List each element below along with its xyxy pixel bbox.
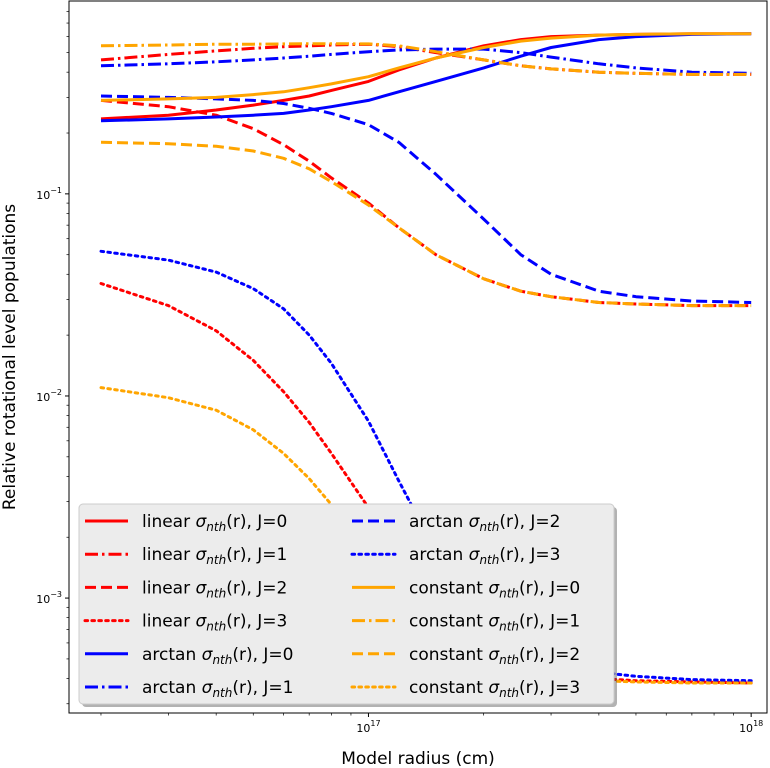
legend-entry-label: linear σnth(r), J=2 bbox=[142, 578, 287, 600]
plot-frame bbox=[68, 0, 768, 714]
legend-entry-label: linear σnth(r), J=3 bbox=[142, 612, 287, 634]
y-axis-label: Relative rotational level populations bbox=[0, 204, 20, 510]
series-line-constant-J2 bbox=[100, 140, 752, 308]
legend-entry-label: arctan σnth(r), J=2 bbox=[409, 512, 561, 534]
legend-box bbox=[78, 503, 615, 705]
x-tick-label: 1018 bbox=[739, 719, 763, 735]
legend-entry-label: arctan σnth(r), J=0 bbox=[142, 645, 294, 667]
legend-entry-label: constant σnth(r), J=2 bbox=[409, 645, 580, 667]
legend-entry-label: constant σnth(r), J=1 bbox=[409, 612, 580, 634]
ticks-layer: 1017 1018 10−1 10−2 10−3 bbox=[36, 10, 763, 735]
legend-entry-label: constant σnth(r), J=3 bbox=[409, 678, 580, 700]
y-tick-label: 10−2 bbox=[36, 388, 62, 404]
legend-entry-label: arctan σnth(r), J=3 bbox=[409, 545, 561, 567]
x-tick-label: 1017 bbox=[356, 719, 380, 735]
legend-entry-label: constant σnth(r), J=0 bbox=[409, 578, 580, 600]
series-line-arctan-J2 bbox=[100, 94, 752, 304]
y-tick-label: 10−1 bbox=[36, 186, 62, 202]
series-line-arctan-J1 bbox=[100, 47, 752, 75]
series-line-constant-J1 bbox=[100, 42, 752, 76]
legend-entry-label: linear σnth(r), J=1 bbox=[142, 545, 287, 567]
legend-entry-label: arctan σnth(r), J=1 bbox=[142, 678, 294, 700]
series-line-constant-J0 bbox=[100, 32, 752, 102]
x-axis-label: Model radius (cm) bbox=[341, 749, 495, 768]
legend: linear σnth(r), J=0 linear σnth(r), J=1 li… bbox=[78, 503, 617, 707]
series-line-arctan-J0 bbox=[100, 32, 752, 123]
legend-entry-label: linear σnth(r), J=0 bbox=[142, 512, 287, 534]
y-tick-label: 10−3 bbox=[36, 590, 62, 606]
